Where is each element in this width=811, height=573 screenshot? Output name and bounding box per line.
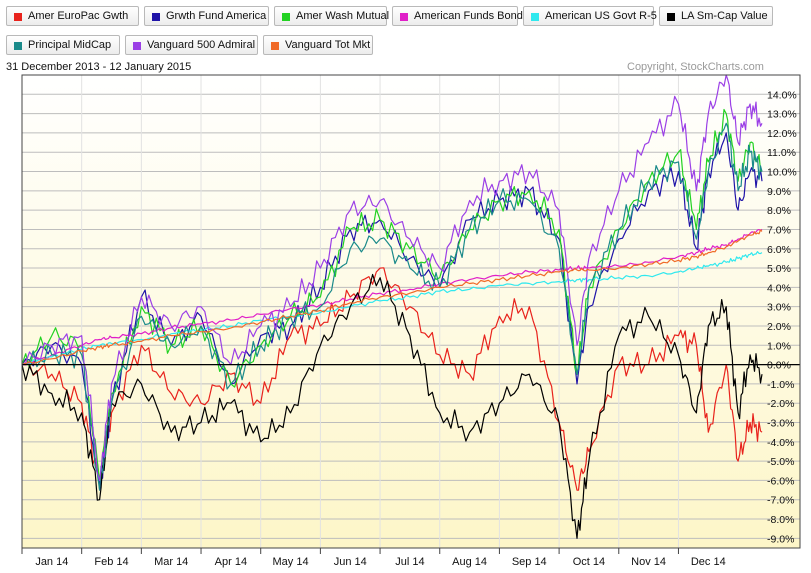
legend-label: American US Govt R-5: [545, 10, 657, 22]
series-line: [21, 108, 763, 481]
legend-item-amer-europac-gwth[interactable]: Amer EuroPac Gwth: [6, 6, 139, 26]
legend-swatch: [271, 42, 279, 50]
y-tick-label: -4.0%: [767, 437, 794, 449]
x-tick-label: Aug 14: [452, 556, 487, 568]
plot-area: [22, 75, 800, 548]
legend-swatch: [14, 13, 22, 21]
series-line: [21, 267, 763, 491]
y-tick-label: 7.0%: [767, 224, 791, 236]
y-tick-label: 14.0%: [767, 89, 797, 101]
x-tick-label: May 14: [273, 556, 309, 568]
x-tick-label: Nov 14: [631, 556, 666, 568]
legend-label: Principal MidCap: [28, 39, 112, 51]
y-tick-label: -5.0%: [767, 456, 794, 468]
legend-item-la-sm-cap-value[interactable]: LA Sm-Cap Value: [659, 6, 773, 26]
x-tick-label: Apr 14: [215, 556, 247, 568]
y-tick-label: 13.0%: [767, 109, 797, 121]
legend-label: Vanguard Tot Mkt: [285, 39, 371, 51]
plot-border: [21, 74, 801, 549]
legend-swatch: [282, 13, 290, 21]
x-tick-label: Mar 14: [154, 556, 188, 568]
y-tick-label: -6.0%: [767, 475, 794, 487]
legend-item-american-us-govt-r5[interactable]: American US Govt R-5: [523, 6, 657, 26]
y-tick-label: 1.0%: [767, 340, 791, 352]
y-tick-label: 11.0%: [767, 147, 796, 159]
legend-swatch: [400, 13, 408, 21]
series-line: [21, 228, 763, 366]
legend-item-vanguard-tot-mkt[interactable]: Vanguard Tot Mkt: [263, 35, 373, 55]
y-tick-label: -7.0%: [767, 495, 794, 507]
legend-swatch: [152, 13, 160, 21]
legend-label: American Funds Bond: [414, 10, 523, 22]
legend-swatch: [133, 42, 141, 50]
plot-background: [22, 75, 800, 548]
series-line: [21, 229, 763, 366]
legend-item-american-funds-bond[interactable]: American Funds Bond: [392, 6, 523, 26]
legend-swatch: [14, 42, 22, 50]
y-tick-label: -8.0%: [767, 514, 794, 526]
legend-item-principal-midcap[interactable]: Principal MidCap: [6, 35, 120, 55]
legend-label: Amer Wash Mutual: [296, 10, 390, 22]
plot-frame: [21, 74, 801, 549]
series-line: [21, 74, 763, 481]
x-tick-label: Jul 14: [395, 556, 424, 568]
y-tick-label: -9.0%: [767, 533, 794, 545]
y-tick-label: 8.0%: [767, 205, 791, 217]
gridlines: [22, 75, 800, 548]
y-axis: 14.0% 13.0% 12.0% 11.0% 10.0% 9.0% 8.0% 7.0% 6.0…: [767, 89, 797, 545]
y-tick-label: -2.0%: [767, 398, 794, 410]
copyright-notice: Copyright, StockCharts.com: [627, 61, 764, 73]
legend-item-grwth-fund-america[interactable]: Grwth Fund America: [144, 6, 269, 26]
y-tick-label: 10.0%: [767, 167, 797, 179]
y-tick-label: 12.0%: [767, 128, 797, 140]
x-tick-label: Jun 14: [334, 556, 367, 568]
date-range: 31 December 2013 - 12 January 2015: [6, 61, 192, 73]
legend-label: Vanguard 500 Admiral: [147, 39, 256, 51]
y-tick-label: 0.0%: [767, 360, 791, 372]
series-lines: [21, 74, 763, 539]
series-line: [21, 273, 763, 539]
x-tick-label: Sep 14: [512, 556, 547, 568]
legend-item-amer-wash-mutual[interactable]: Amer Wash Mutual: [274, 6, 390, 26]
legend-swatch: [531, 13, 539, 21]
y-tick-label: 5.0%: [767, 263, 791, 275]
series-line: [21, 251, 763, 366]
legend-item-vanguard-500-admiral[interactable]: Vanguard 500 Admiral: [125, 35, 258, 55]
y-tick-label: 3.0%: [767, 302, 791, 314]
legend-label: LA Sm-Cap Value: [681, 10, 768, 22]
legend-swatch: [667, 13, 675, 21]
legend-label: Amer EuroPac Gwth: [28, 10, 129, 22]
x-tick-label: Dec 14: [691, 556, 726, 568]
x-tick-label: Oct 14: [573, 556, 605, 568]
x-tick-label: Feb 14: [94, 556, 128, 568]
y-tick-label: 6.0%: [767, 244, 791, 256]
x-tick-label: Jan 14: [35, 556, 68, 568]
y-tick-label: 4.0%: [767, 282, 791, 294]
y-tick-label: -3.0%: [767, 418, 794, 430]
y-tick-label: 9.0%: [767, 186, 791, 198]
y-tick-label: 2.0%: [767, 321, 791, 333]
y-tick-label: -1.0%: [767, 379, 794, 391]
x-axis: Jan 14 Feb 14 Mar 14 Apr 14 May 14 Jun 14 Jul …: [21, 548, 726, 568]
legend-label: Grwth Fund America: [166, 10, 267, 22]
